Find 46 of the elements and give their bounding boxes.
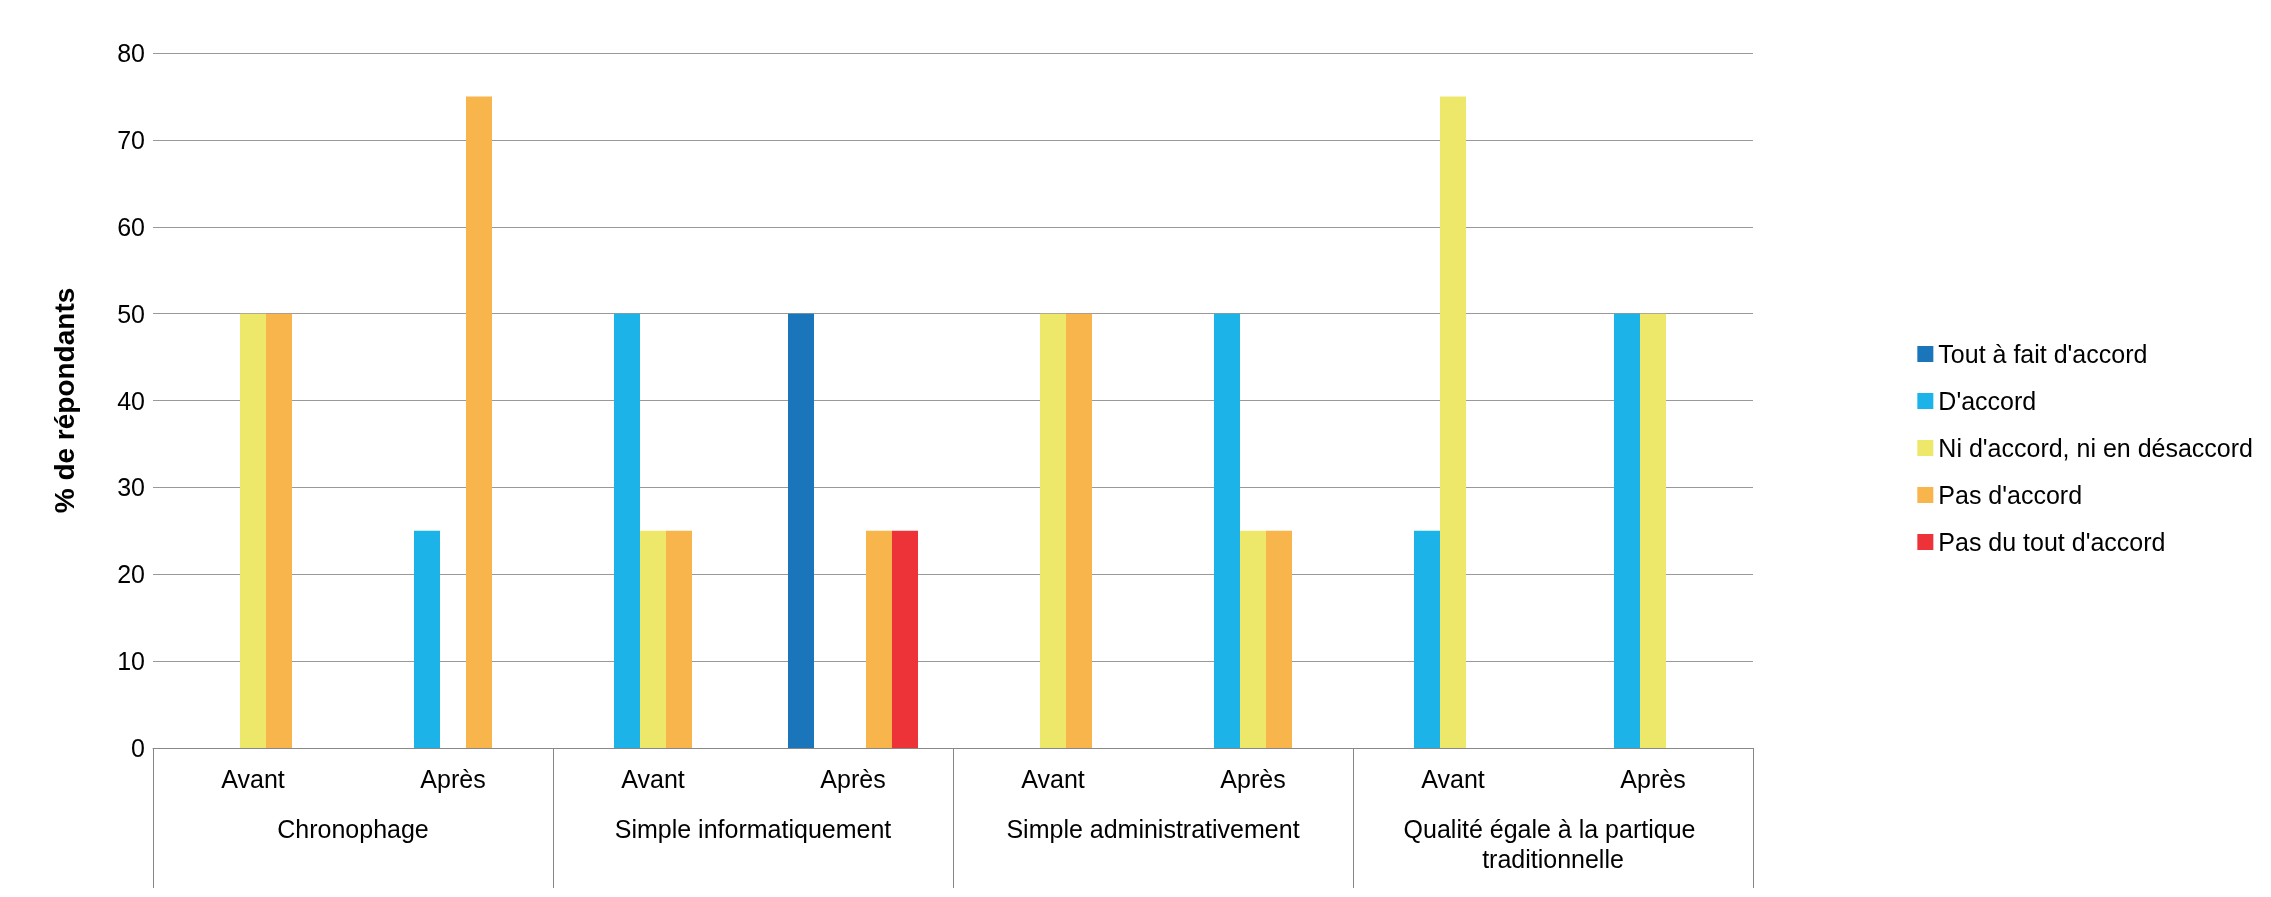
bar	[1266, 530, 1292, 748]
x-tick-label: Avant	[621, 764, 685, 793]
x-tick-label: Avant	[1021, 764, 1085, 793]
y-tick-label: 80	[117, 39, 145, 67]
bar	[866, 530, 892, 748]
legend-label: Pas d'accord	[1938, 481, 2083, 509]
bar	[1414, 530, 1440, 748]
y-tick-label: 30	[117, 473, 145, 502]
bar	[414, 530, 440, 748]
x-tick-label: Après	[820, 764, 886, 793]
bar	[266, 313, 292, 748]
bar	[666, 530, 692, 748]
y-tick-label: 10	[117, 647, 145, 676]
bar	[1214, 313, 1240, 748]
x-tick-label: Après	[1620, 764, 1686, 793]
bar	[240, 313, 266, 748]
y-tick-label: 70	[117, 125, 145, 154]
bar	[1066, 313, 1092, 748]
bar	[788, 313, 814, 748]
y-tick-label: 40	[117, 386, 145, 415]
text: Qualité égale à la partique traditionnelle	[1403, 815, 1703, 873]
text: Simple administrativement	[1006, 815, 1300, 843]
bar	[1440, 96, 1466, 748]
legend-label: Tout à fait d'accord	[1938, 340, 2148, 368]
legend-label: Pas du tout d'accord	[1938, 528, 2166, 556]
y-tick-label: 0	[131, 734, 145, 762]
y-tick-label: 50	[117, 299, 145, 328]
bar	[1640, 313, 1666, 748]
x-tick-label: Avant	[221, 764, 285, 793]
y-tick-label: 60	[117, 212, 145, 241]
bar	[640, 530, 666, 748]
y-tick-label: 20	[117, 560, 145, 589]
text: Simple informatiquement	[614, 815, 892, 843]
x-tick-label: Avant	[1421, 764, 1485, 793]
y-axis-title: % de répondants	[48, 287, 80, 514]
bar	[1040, 313, 1066, 748]
bar	[466, 96, 492, 748]
bar	[1614, 313, 1640, 748]
legend-label: D'accord	[1938, 387, 2037, 415]
bar	[614, 313, 640, 748]
x-tick-label: Après	[420, 764, 486, 793]
bar	[892, 530, 918, 748]
legend-label: Ni d'accord, ni en désaccord	[1938, 434, 2254, 462]
bar	[1240, 530, 1266, 748]
x-tick-label: Après	[1220, 764, 1286, 793]
text: Chronophage	[277, 815, 429, 843]
